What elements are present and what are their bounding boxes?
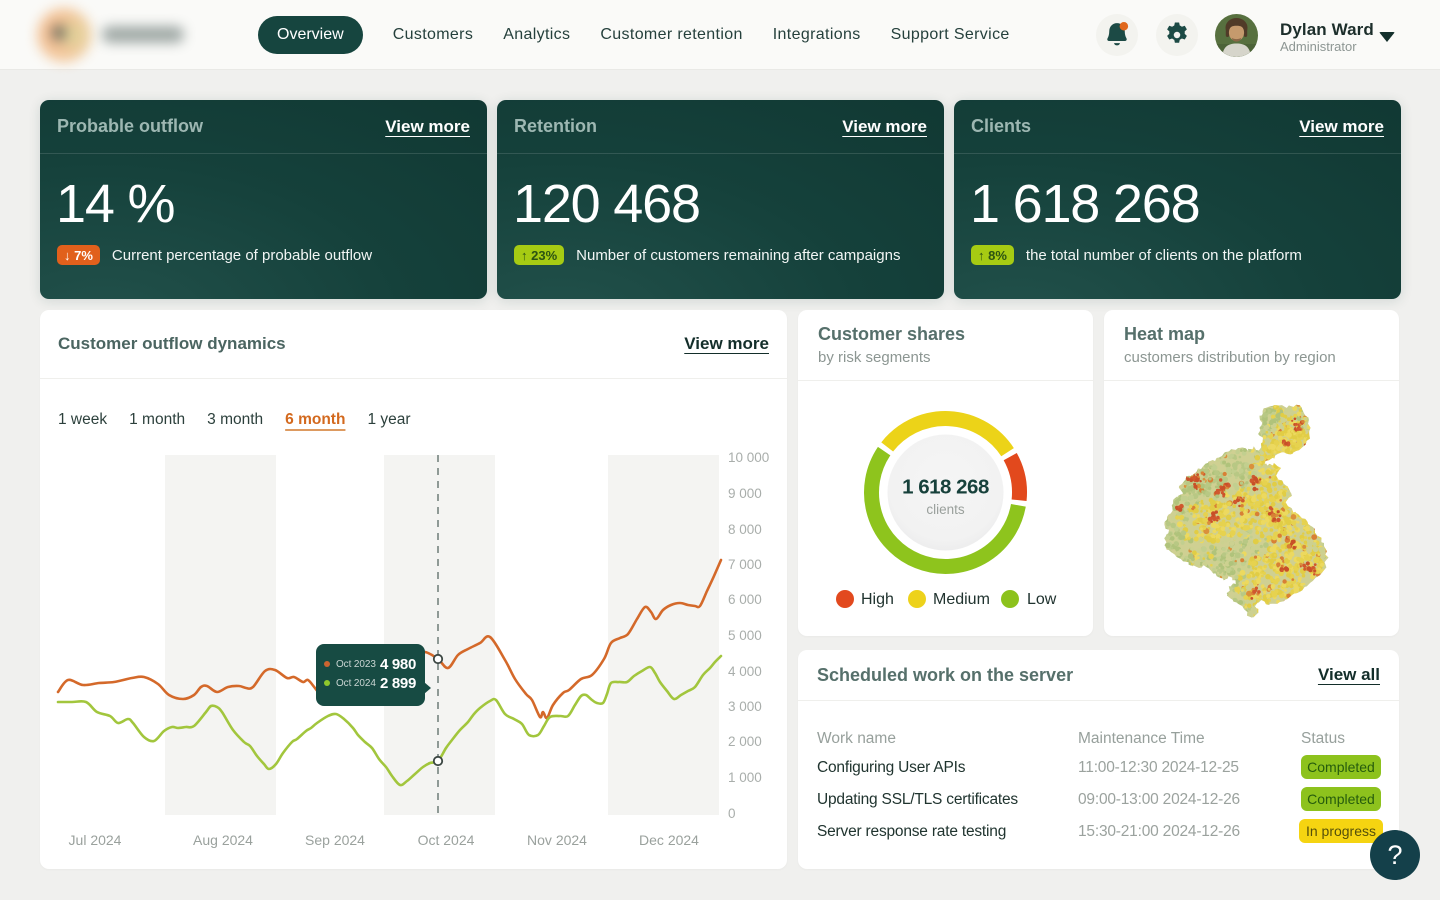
svg-text:1 618 268: 1 618 268 — [902, 476, 989, 499]
svg-text:clients: clients — [926, 502, 965, 517]
